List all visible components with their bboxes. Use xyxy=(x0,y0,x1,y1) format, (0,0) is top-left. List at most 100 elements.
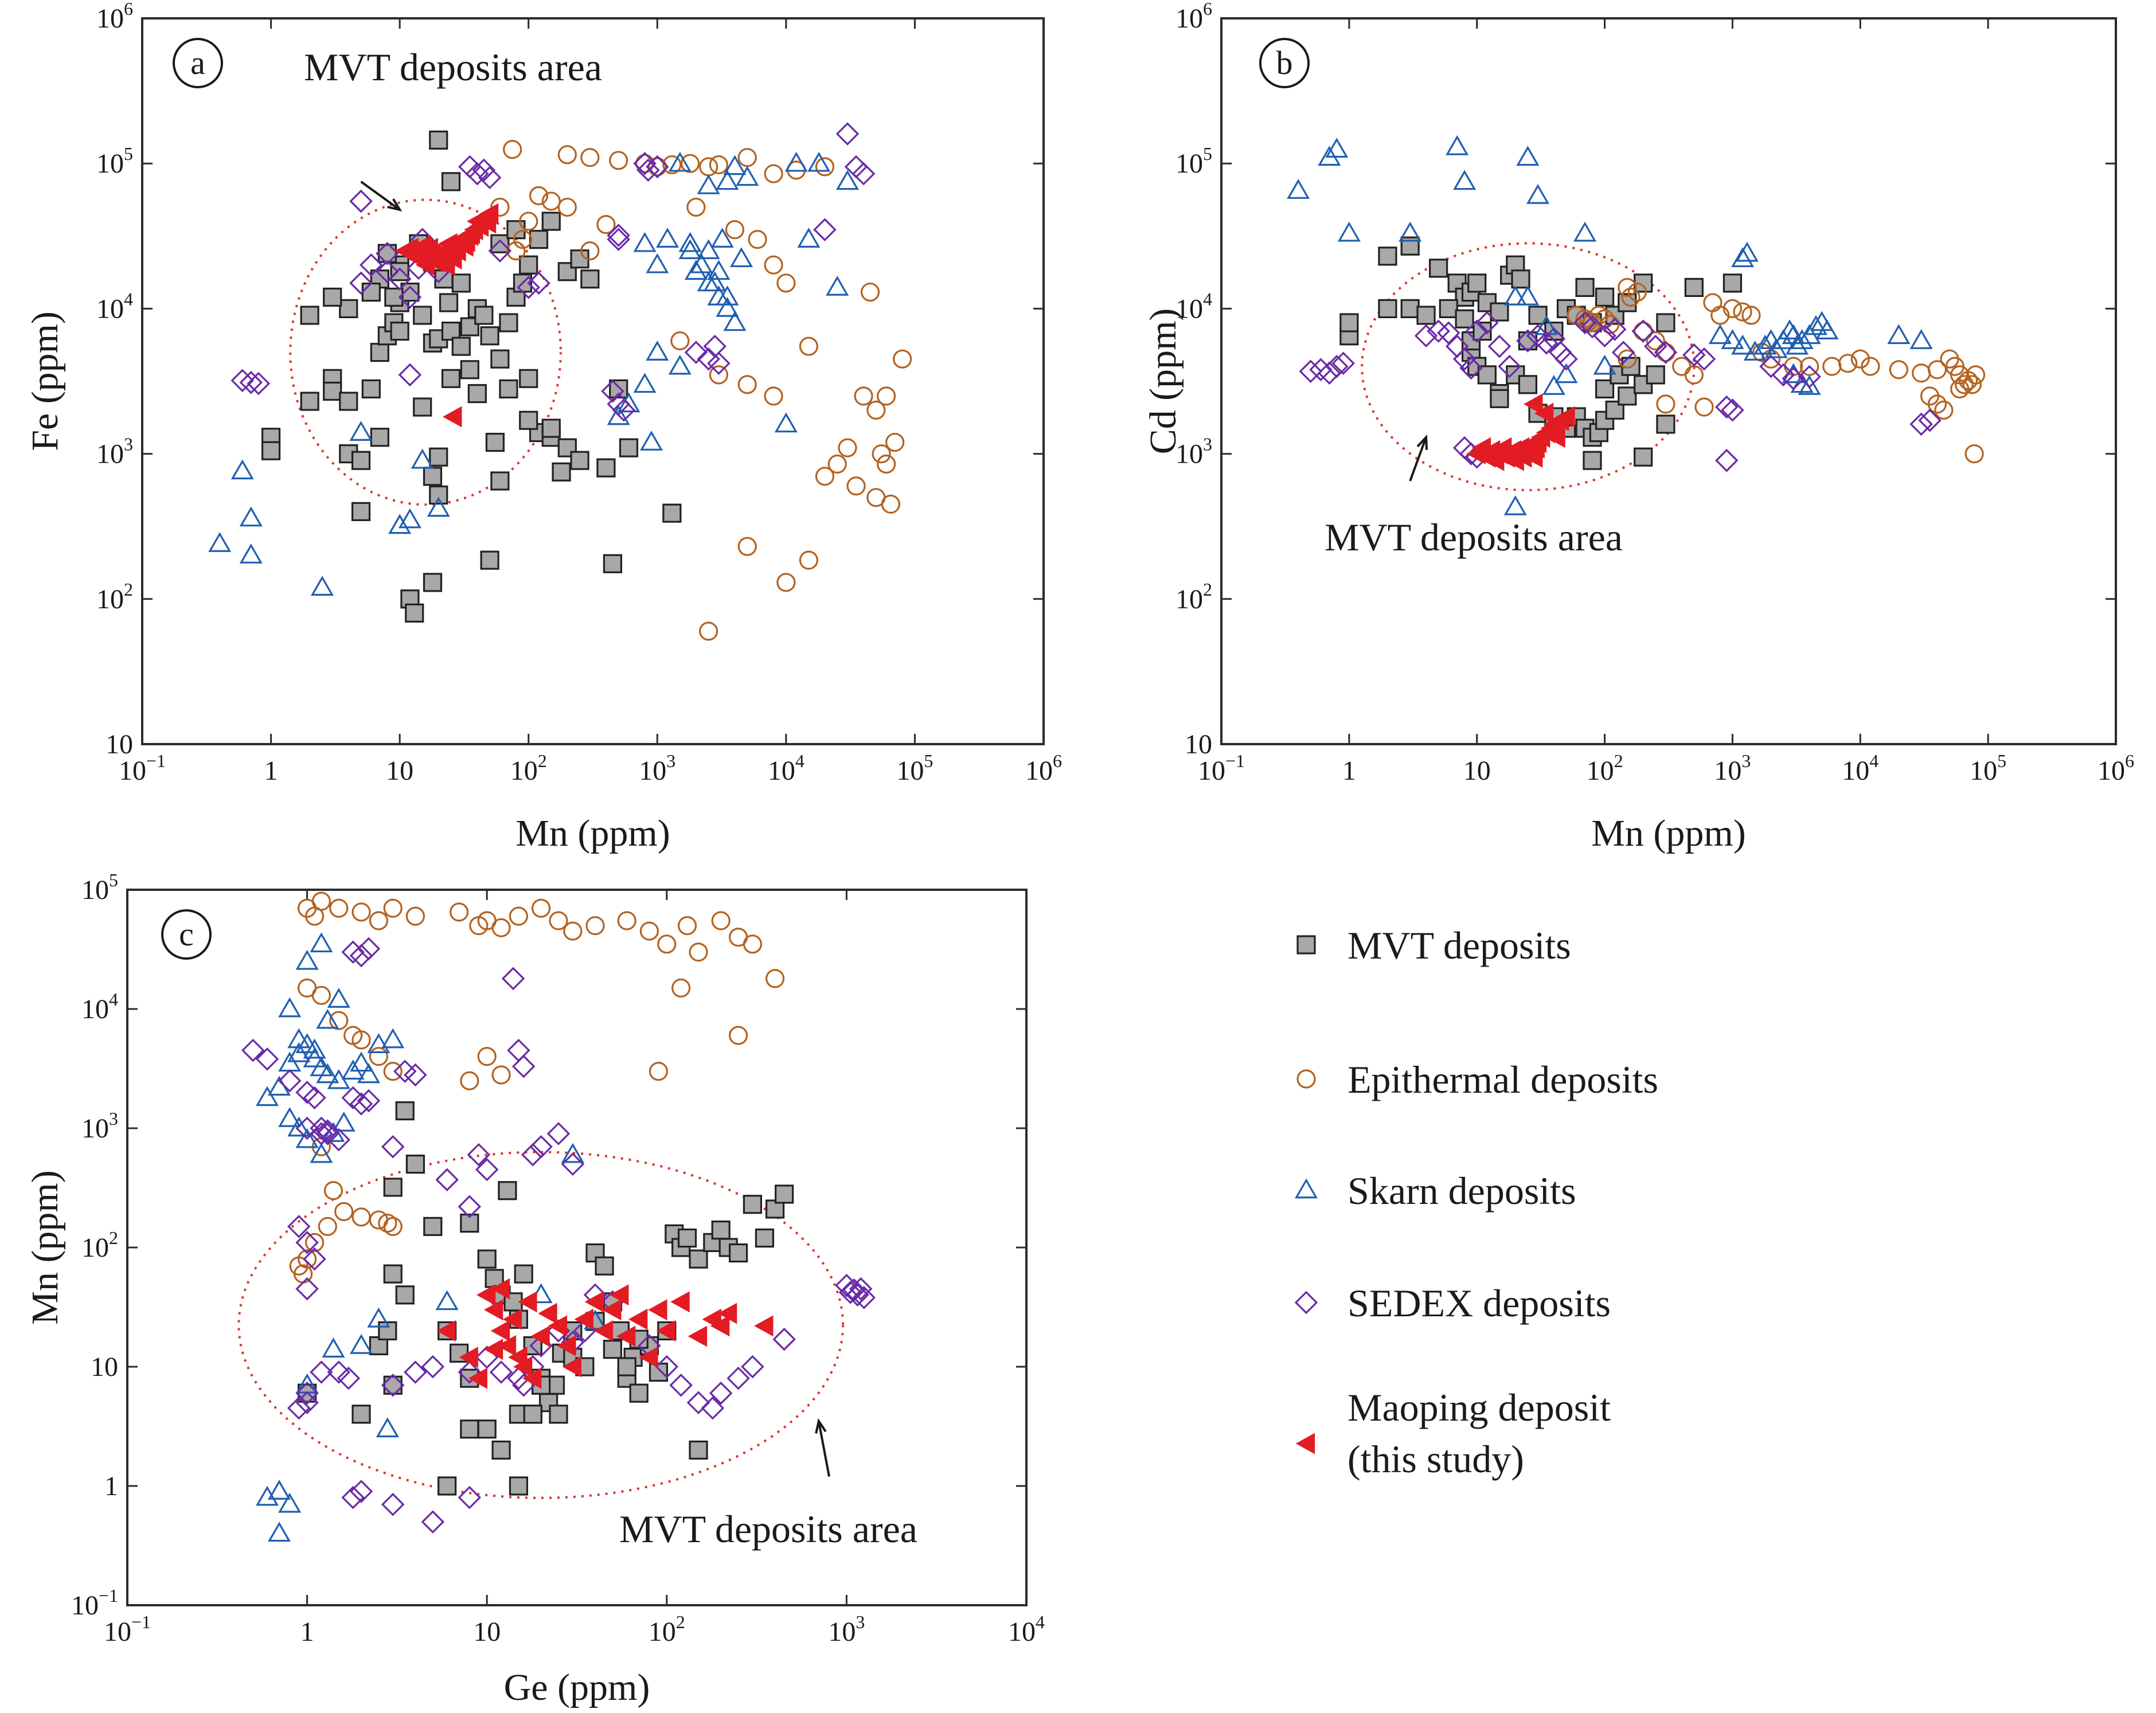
data-point xyxy=(376,260,399,284)
data-point xyxy=(646,341,669,361)
x-tick-label: 10−1 xyxy=(1198,750,1245,786)
data-point xyxy=(628,1308,648,1330)
data-point xyxy=(323,381,342,401)
data-point xyxy=(466,162,489,186)
data-point xyxy=(1735,241,1759,262)
data-point xyxy=(429,447,448,467)
data-point xyxy=(580,148,600,167)
data-point xyxy=(485,432,505,452)
data-point xyxy=(390,322,409,341)
data-point xyxy=(877,454,896,474)
data-point xyxy=(208,532,232,552)
data-point xyxy=(423,467,443,486)
data-point xyxy=(688,1325,708,1347)
data-point xyxy=(287,1396,311,1420)
data-point xyxy=(517,276,540,299)
data-point xyxy=(1621,287,1641,307)
x-tick-label: 106 xyxy=(1025,750,1062,786)
data-point xyxy=(835,122,860,146)
data-point xyxy=(377,244,397,263)
data-point xyxy=(1954,375,1974,394)
data-point xyxy=(813,218,837,241)
data-point xyxy=(519,255,538,275)
data-point xyxy=(460,360,479,380)
legend-label: (this study) xyxy=(1348,1437,1524,1481)
data-point xyxy=(458,1195,482,1219)
data-point xyxy=(381,1135,405,1159)
data-point xyxy=(468,1367,487,1389)
y-tick-label: 103 xyxy=(81,1108,118,1144)
data-point xyxy=(549,1405,568,1424)
data-point xyxy=(561,1152,585,1176)
data-point xyxy=(256,1485,279,1506)
data-point xyxy=(697,174,720,194)
data-point xyxy=(255,1047,279,1071)
data-point xyxy=(349,189,373,213)
data-point xyxy=(511,1054,536,1078)
data-point xyxy=(776,573,796,592)
data-point xyxy=(866,400,886,420)
data-point xyxy=(784,151,808,172)
y-tick-label: 105 xyxy=(1175,143,1212,179)
data-point xyxy=(1656,394,1675,414)
data-point xyxy=(737,537,757,556)
data-point xyxy=(657,934,677,954)
data-point xyxy=(646,253,669,273)
data-point xyxy=(797,228,821,248)
legend-label: Skarn deposits xyxy=(1348,1169,1576,1213)
data-point xyxy=(639,431,663,451)
data-point xyxy=(1962,375,1982,394)
x-tick-label: 10−1 xyxy=(119,750,166,786)
data-point xyxy=(507,1366,530,1390)
data-point xyxy=(877,386,896,406)
panel-a-chart: 10−1 1 10 102 103 104 105 106 10 102 103 104 105 106 M… xyxy=(24,0,1062,854)
data-point xyxy=(711,1221,731,1240)
data-point xyxy=(849,1277,873,1301)
data-point xyxy=(398,286,422,309)
data-point xyxy=(398,508,421,529)
y-axis-label: Cd (ppm) xyxy=(1142,308,1184,455)
data-point xyxy=(383,898,403,918)
data-point xyxy=(701,1396,725,1420)
y-tick-label: 104 xyxy=(1175,288,1212,324)
data-point xyxy=(361,282,381,302)
data-point xyxy=(405,906,425,926)
data-point xyxy=(316,1122,339,1145)
data-point xyxy=(501,967,525,991)
data-point xyxy=(557,1335,576,1356)
x-tick-label: 10 xyxy=(1463,756,1491,786)
data-point xyxy=(603,554,623,573)
series-skarn-deposits xyxy=(208,151,860,596)
data-point xyxy=(1554,363,1578,384)
data-point xyxy=(310,1143,333,1163)
data-point xyxy=(775,1184,794,1204)
data-point xyxy=(1299,359,1323,383)
data-point xyxy=(310,932,333,953)
data-point xyxy=(349,944,373,968)
data-point xyxy=(1733,302,1752,322)
panel-letter-circle xyxy=(173,38,223,88)
data-point xyxy=(483,1339,503,1360)
data-point xyxy=(541,419,561,438)
data-point xyxy=(310,1360,333,1384)
data-point xyxy=(361,379,381,398)
data-point xyxy=(709,365,729,385)
data-point xyxy=(404,245,423,267)
data-point xyxy=(522,1367,542,1389)
data-point xyxy=(596,458,616,478)
data-point xyxy=(677,1228,697,1248)
data-point xyxy=(477,1419,497,1439)
annotation-arrowhead xyxy=(1416,434,1428,450)
data-point xyxy=(1453,170,1477,190)
data-point xyxy=(429,130,448,150)
series-skarn-deposits xyxy=(1287,135,1933,515)
data-point xyxy=(716,170,739,190)
data-point xyxy=(669,1373,693,1397)
data-point xyxy=(703,334,727,358)
data-point xyxy=(405,603,424,623)
data-point xyxy=(872,444,891,464)
panel-letter-circle xyxy=(1259,38,1310,88)
data-point xyxy=(607,405,630,425)
annotation-arrow xyxy=(360,181,401,211)
data-point xyxy=(610,1284,629,1306)
